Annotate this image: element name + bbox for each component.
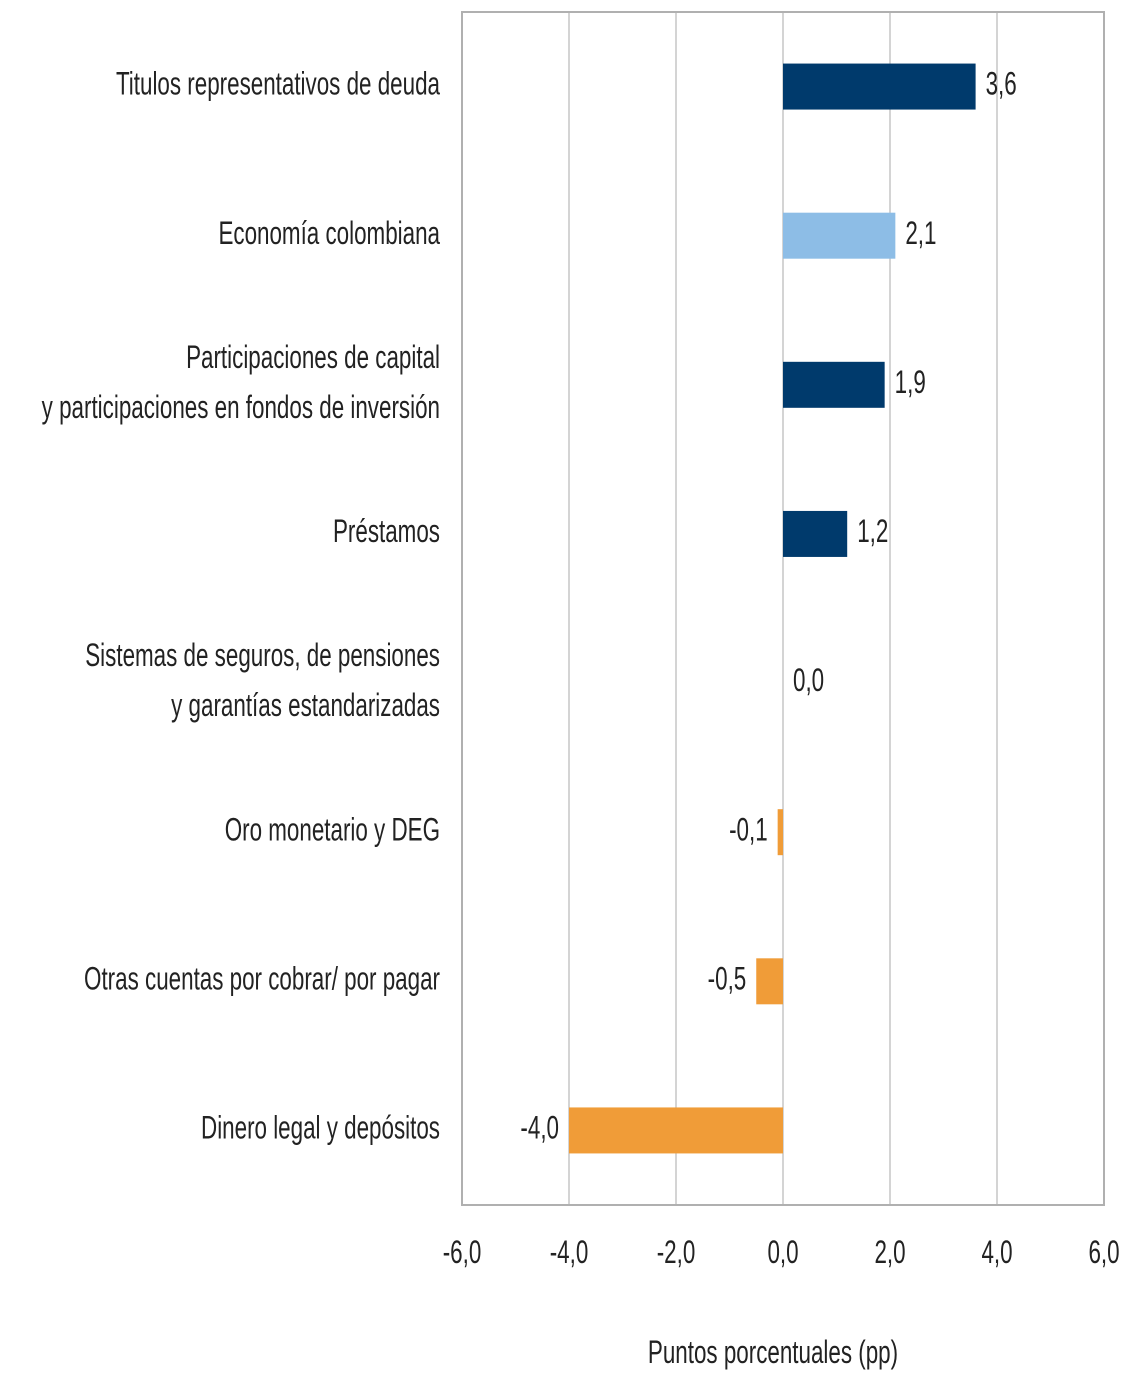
value-label: 3,6 [986,66,1017,102]
bar [783,212,896,259]
value-label: 0,0 [793,663,824,699]
x-tick-label: 4,0 [981,1234,1012,1270]
value-label: -0,1 [729,812,768,848]
x-tick-label: -6,0 [443,1234,482,1270]
value-label: 2,1 [905,215,936,251]
y-tick-label: Préstamos [333,513,440,549]
x-tick-label: 6,0 [1088,1234,1119,1270]
y-tick-label: Titulos representativos de deuda [116,66,441,102]
y-tick-label: Economía colombiana [218,215,440,251]
value-label: -0,5 [708,961,747,997]
x-axis-title: Puntos porcentuales (pp) [648,1334,898,1370]
value-label: 1,9 [895,364,926,400]
bar [756,958,783,1005]
x-tick-label: -4,0 [550,1234,589,1270]
bar [783,510,848,557]
plot-frame [461,11,1105,1206]
x-tick-label: 0,0 [767,1234,798,1270]
value-label: 1,2 [857,513,888,549]
bar [783,361,885,408]
y-tick-label: Participaciones de capital y participacio… [42,339,440,425]
value-label: -4,0 [520,1110,559,1146]
y-tick-label: Sistemas de seguros, de pensiones y garan… [85,638,440,724]
y-tick-label: Otras cuentas por cobrar/ por pagar [84,961,440,997]
bar [569,1107,783,1154]
x-tick-label: -2,0 [657,1234,696,1270]
x-tick-label: 2,0 [874,1234,905,1270]
y-tick-label: Oro monetario y DEG [225,812,440,848]
bar [783,63,976,110]
y-tick-label: Dinero legal y depósitos [201,1110,440,1146]
bar [777,809,783,856]
